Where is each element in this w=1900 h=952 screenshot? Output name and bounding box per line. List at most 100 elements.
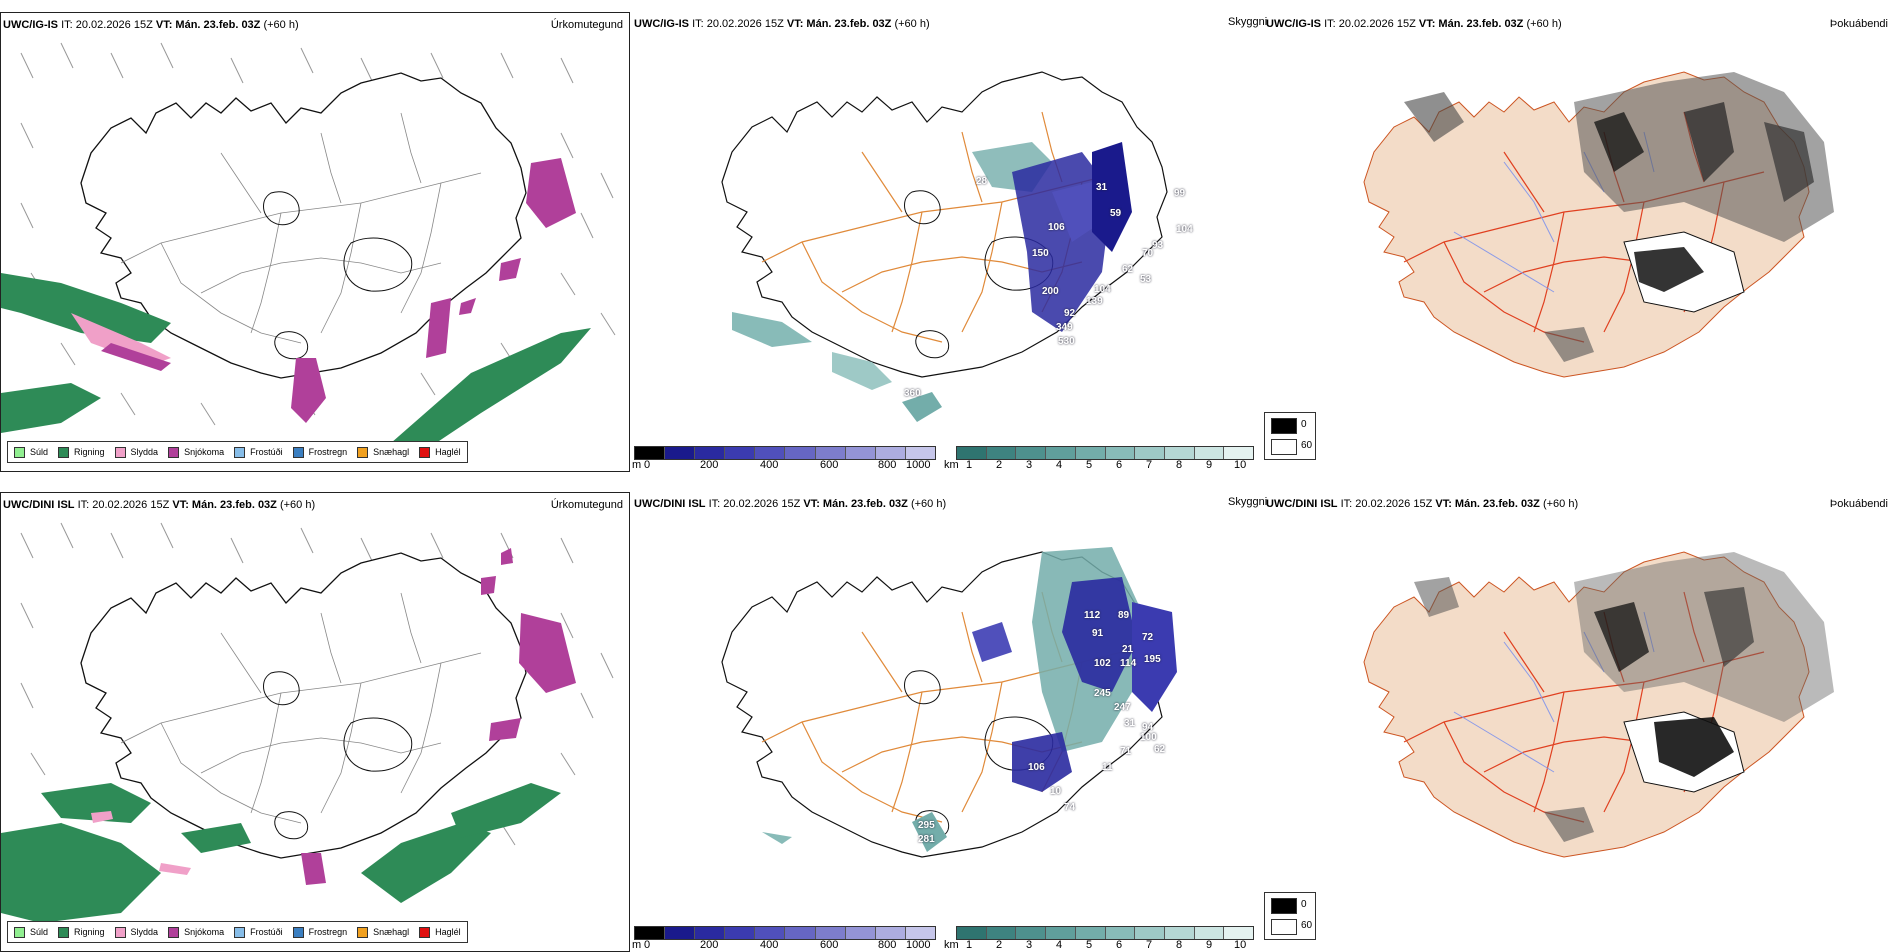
ceiling-label: 28 bbox=[976, 176, 988, 187]
vis-color-step bbox=[1075, 927, 1106, 939]
ceiling-color-step bbox=[875, 447, 906, 459]
panel-title: UWC/IG-IS IT: 20.02.2026 15Z VT: Mán. 23… bbox=[634, 18, 930, 30]
legend-item-frostregn: Frostregn bbox=[292, 926, 348, 938]
ceiling-label: 139 bbox=[1086, 296, 1103, 307]
ceiling-color-step bbox=[755, 447, 786, 459]
legend-label: Frostregn bbox=[308, 447, 348, 457]
legend-label: Haglél bbox=[435, 927, 461, 937]
fog-label-60: 60 bbox=[1301, 920, 1313, 931]
ceiling-label: 106 bbox=[1048, 222, 1065, 233]
legend-label: Snjókoma bbox=[184, 447, 225, 457]
legend-label: Frostúði bbox=[250, 927, 283, 937]
legend-item-slydda: Slydda bbox=[114, 926, 158, 938]
ceiling-label: 114 bbox=[1120, 658, 1137, 669]
vis-color-step bbox=[957, 447, 987, 459]
ceiling-color-step bbox=[635, 447, 666, 459]
ceiling-label: 62 bbox=[1122, 264, 1134, 275]
legend-swatch bbox=[419, 926, 431, 938]
visibility-colorbar-labels: km 1 2 3 4 5 6 7 8 9 10 bbox=[944, 939, 1262, 952]
vis-tick: 2 bbox=[996, 939, 1003, 951]
legend-swatch bbox=[234, 446, 246, 458]
legend-label: Frostregn bbox=[308, 927, 348, 937]
vis-tick: 1 bbox=[966, 939, 973, 951]
legend-item-sula: Súld bbox=[14, 446, 48, 458]
vis-color-step bbox=[1016, 927, 1047, 939]
vis-tick: 3 bbox=[1026, 459, 1033, 471]
visibility-panel-top: UWC/IG-IS IT: 20.02.2026 15Z VT: Mán. 23… bbox=[632, 12, 1262, 472]
legend-item-snaehagl: Snæhagl bbox=[357, 926, 409, 938]
vis-color-step bbox=[1046, 447, 1076, 459]
ceiling-unit: m bbox=[632, 939, 642, 951]
panel-title: UWC/DINI ISL IT: 20.02.2026 15Z VT: Mán.… bbox=[634, 498, 947, 510]
ceiling-label: 91 bbox=[1092, 628, 1104, 639]
ceiling-label: 94 bbox=[1142, 722, 1154, 733]
legend-label: Rigning bbox=[74, 447, 105, 457]
vis-tick: 6 bbox=[1116, 459, 1123, 471]
panel-heading-precip: Úrkomutegund bbox=[550, 19, 623, 31]
ceiling-label: 92 bbox=[1064, 308, 1076, 319]
ceiling-label: 349 bbox=[1056, 322, 1073, 333]
fog-swatch-0 bbox=[1271, 418, 1297, 434]
legend-swatch bbox=[168, 446, 180, 458]
ceiling-color-step bbox=[725, 447, 756, 459]
ceiling-label: 74 bbox=[1064, 802, 1076, 813]
legend-label: Snæhagl bbox=[373, 447, 410, 457]
vis-color-step bbox=[1164, 927, 1195, 939]
vis-unit: km bbox=[944, 459, 959, 471]
ceiling-label: 72 bbox=[1142, 632, 1154, 643]
ceiling-tick: 400 bbox=[760, 459, 779, 471]
ceiling-label: 195 bbox=[1144, 654, 1161, 665]
ceiling-label: 295 bbox=[918, 820, 935, 831]
vis-color-step bbox=[986, 927, 1017, 939]
vis-color-step bbox=[1105, 447, 1136, 459]
ceiling-tick: 200 bbox=[700, 459, 719, 471]
vis-tick: 9 bbox=[1206, 459, 1213, 471]
legend-item-slydda: Slydda bbox=[114, 446, 158, 458]
ceiling-label: 104 bbox=[1094, 284, 1111, 295]
ceiling-color-step bbox=[785, 447, 816, 459]
vis-unit: km bbox=[944, 939, 959, 951]
ceiling-label: 31 bbox=[1096, 182, 1108, 193]
vis-tick: 5 bbox=[1086, 939, 1093, 951]
vis-color-step bbox=[1135, 927, 1165, 939]
visibility-map bbox=[721, 547, 1177, 858]
vis-tick: 4 bbox=[1056, 459, 1063, 471]
ceiling-color-step bbox=[635, 927, 666, 939]
ceiling-color-step bbox=[665, 927, 696, 939]
ceiling-label: 102 bbox=[1094, 658, 1111, 669]
vis-color-step bbox=[1164, 447, 1195, 459]
ceiling-color-step bbox=[725, 927, 756, 939]
ceiling-color-step bbox=[845, 447, 876, 459]
vis-color-step bbox=[1135, 447, 1165, 459]
panel-title: UWC/DINI ISL IT: 20.02.2026 15Z VT: Mán.… bbox=[3, 499, 316, 511]
fog-legend: 0 60 bbox=[1264, 892, 1316, 940]
vis-color-step bbox=[986, 447, 1017, 459]
vis-tick: 6 bbox=[1116, 939, 1123, 951]
legend-swatch bbox=[114, 926, 126, 938]
vis-color-step bbox=[957, 927, 987, 939]
vis-color-step bbox=[1075, 447, 1106, 459]
ceiling-label: 11 bbox=[1102, 762, 1113, 773]
ceiling-label: 59 bbox=[1110, 208, 1122, 219]
legend-swatch bbox=[234, 926, 246, 938]
ceiling-label: 247 bbox=[1114, 702, 1131, 713]
vis-color-step bbox=[1105, 927, 1136, 939]
ceiling-label: 150 bbox=[1032, 248, 1049, 259]
ceiling-tick: 800 bbox=[878, 939, 897, 951]
vis-tick: 7 bbox=[1146, 939, 1153, 951]
legend-item-rigning: Rigning bbox=[58, 926, 105, 938]
ceiling-colorbar bbox=[634, 926, 936, 940]
ceiling-tick: 0 bbox=[644, 459, 651, 471]
legend-item-frostudi: Frostúði bbox=[234, 926, 283, 938]
fog-panel-bottom: UWC/DINI ISL IT: 20.02.2026 15Z VT: Mán.… bbox=[1264, 492, 1894, 952]
precip-panel-top: UWC/IG-IS IT: 20.02.2026 15Z VT: Mán. 23… bbox=[0, 12, 630, 472]
vis-tick: 5 bbox=[1086, 459, 1093, 471]
ceiling-color-step bbox=[755, 927, 786, 939]
legend-swatch bbox=[357, 926, 369, 938]
precip-legend: Súld Rigning Slydda Snjókoma Frostúði Fr… bbox=[7, 921, 468, 943]
fog-label-60: 60 bbox=[1301, 440, 1313, 451]
legend-swatch bbox=[292, 926, 304, 938]
ceiling-label: 530 bbox=[1058, 336, 1075, 347]
vis-color-step bbox=[1224, 447, 1254, 459]
visibility-colorbar-labels: km 1 2 3 4 5 6 7 8 9 10 bbox=[944, 459, 1262, 472]
